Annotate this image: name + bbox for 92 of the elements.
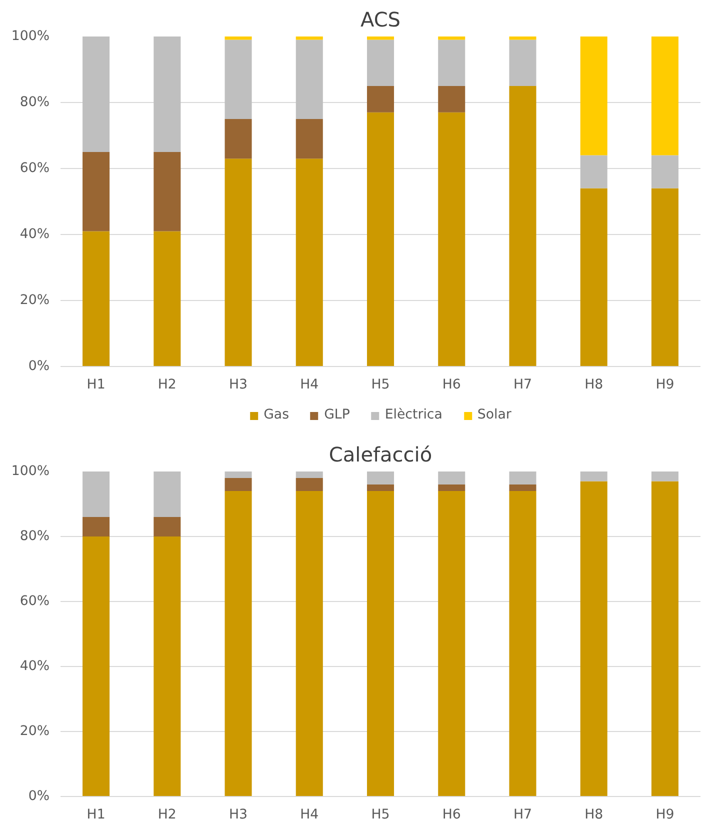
y-tick-label: 80% [20,95,50,110]
bar [438,484,466,491]
x-tick-label: H8 [584,808,604,822]
bar [296,478,323,491]
x-tick-label: H9 [656,808,674,822]
y-tick-label: 0% [28,789,50,804]
bar [580,472,608,482]
bar [154,472,181,517]
bar [438,472,466,484]
x-tick-label: H2 [158,378,176,392]
bar [509,86,536,366]
x-tick-label: H6 [442,378,461,392]
y-tick-label: 100% [11,464,50,479]
bar [509,472,536,484]
bar [224,40,252,119]
bar [651,472,678,482]
bar [366,484,394,491]
x-tick-label: H3 [229,378,248,392]
bar [366,472,394,484]
bar [651,481,678,796]
x-tick-label: H1 [86,808,106,822]
bar [366,491,394,796]
bar [438,491,466,796]
x-tick-label: H6 [442,808,461,822]
bar [82,152,110,232]
bar [154,536,181,796]
y-tick-label: 40% [20,227,50,242]
bar [509,40,536,86]
y-tick-label: 0% [28,359,50,374]
bar [224,472,252,478]
y-tick-label: 60% [20,594,50,609]
x-tick-label: H2 [158,808,176,822]
bar [296,40,323,119]
bar [651,36,678,156]
bar [82,36,110,152]
bar [366,36,394,40]
x-tick-label: H4 [300,808,319,822]
bar [580,155,608,188]
bar [509,491,536,796]
bar [224,119,252,159]
bar [82,536,110,796]
y-tick-label: 80% [20,529,50,544]
bar [366,86,394,112]
bar [438,40,466,86]
bar [224,491,252,796]
y-tick-label: 20% [20,724,50,739]
bar [366,112,394,366]
bar [154,517,181,536]
bar [154,36,181,152]
bar [296,491,323,796]
bar [509,36,536,40]
x-tick-label: H5 [371,808,390,822]
bar [82,472,110,517]
x-tick-label: H8 [584,378,604,392]
bar [82,517,110,536]
x-tick-label: H5 [371,378,390,392]
bar [296,36,323,40]
legend-label: GLP [324,408,350,422]
bar [154,152,181,232]
bar [82,231,110,366]
bar [154,231,181,366]
x-tick-label: H7 [513,808,532,822]
y-tick-label: 60% [20,161,50,176]
y-tick-label: 40% [20,659,50,674]
bar [438,112,466,366]
chart-title: ACS [360,8,401,32]
bar [296,119,323,159]
bar [366,40,394,86]
bar [296,158,323,366]
x-tick-label: H4 [300,378,319,392]
bar [651,188,678,366]
x-tick-label: H9 [656,378,674,392]
legend-label: Solar [477,408,512,422]
bar [438,36,466,40]
bar [580,188,608,366]
legend-label: Gas [264,408,290,422]
bar [224,36,252,40]
bar [224,158,252,366]
bar [438,86,466,112]
legend-label: Elèctrica [384,408,442,422]
chart-title: Calefacció [328,442,432,466]
x-tick-label: H1 [86,378,106,392]
x-tick-label: H7 [513,378,532,392]
y-tick-label: 20% [20,293,50,308]
bar [580,36,608,156]
x-tick-label: H3 [229,808,248,822]
bar [580,481,608,796]
y-tick-label: 100% [11,29,50,44]
bar [509,484,536,491]
bar [296,472,323,478]
bar [224,478,252,491]
bar [651,155,678,188]
